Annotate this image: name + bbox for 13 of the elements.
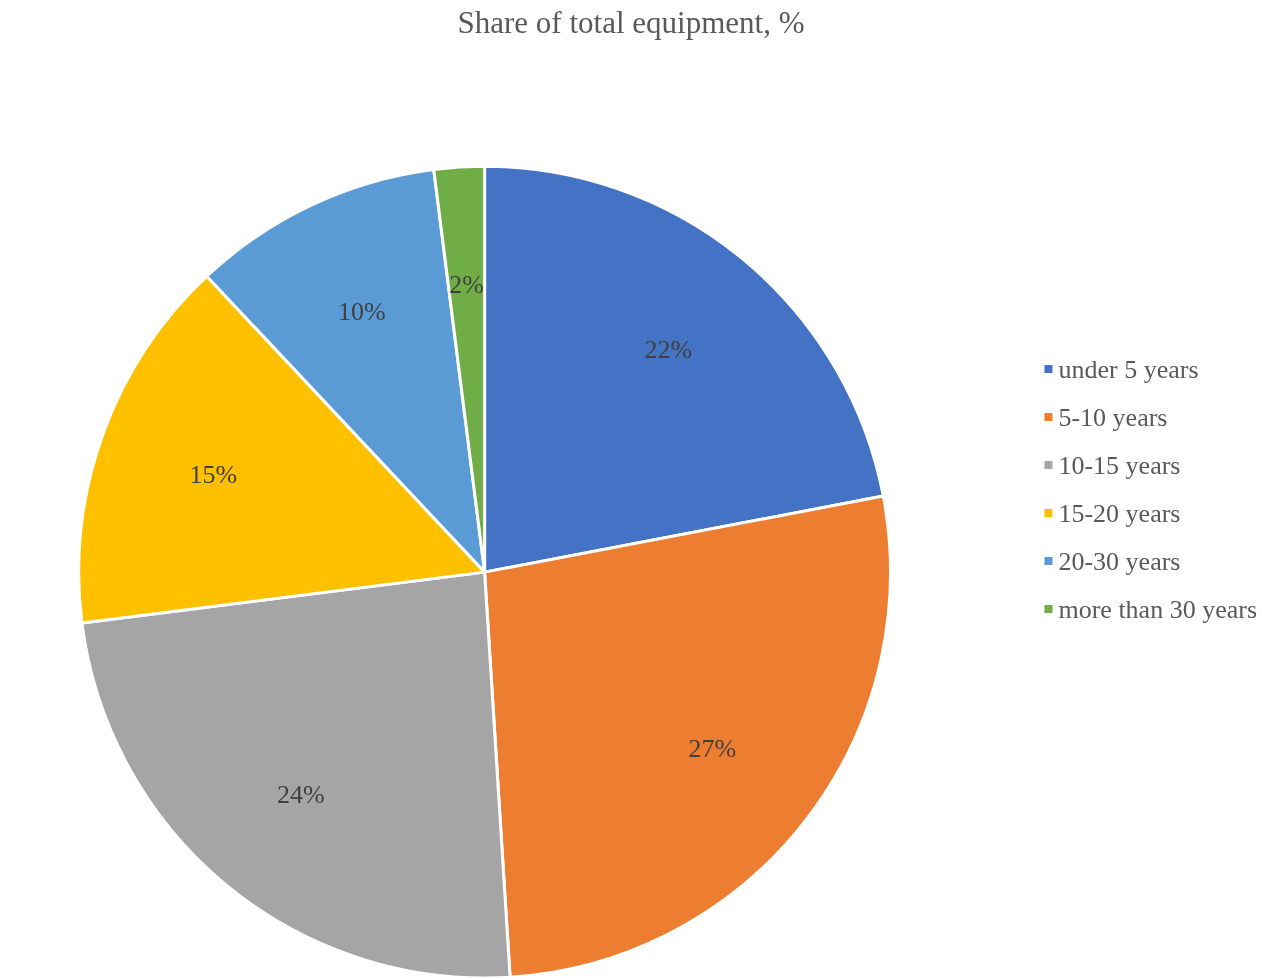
chart-title: Share of total equipment, % bbox=[457, 5, 805, 40]
data-label: 22% bbox=[644, 335, 693, 365]
legend-label: 20-30 years bbox=[1058, 546, 1181, 576]
legend-label: 10-15 years bbox=[1058, 450, 1181, 480]
legend-label: 5-10 years bbox=[1058, 402, 1168, 432]
data-label: 27% bbox=[688, 734, 737, 764]
data-label: 10% bbox=[338, 296, 386, 326]
data-label: 24% bbox=[277, 779, 325, 809]
legend-label: under 5 years bbox=[1058, 354, 1199, 384]
legend-label: more than 30 years bbox=[1058, 594, 1257, 624]
data-label: 2% bbox=[449, 269, 484, 299]
data-label: 15% bbox=[189, 459, 238, 489]
legend-label: 15-20 years bbox=[1058, 498, 1181, 528]
